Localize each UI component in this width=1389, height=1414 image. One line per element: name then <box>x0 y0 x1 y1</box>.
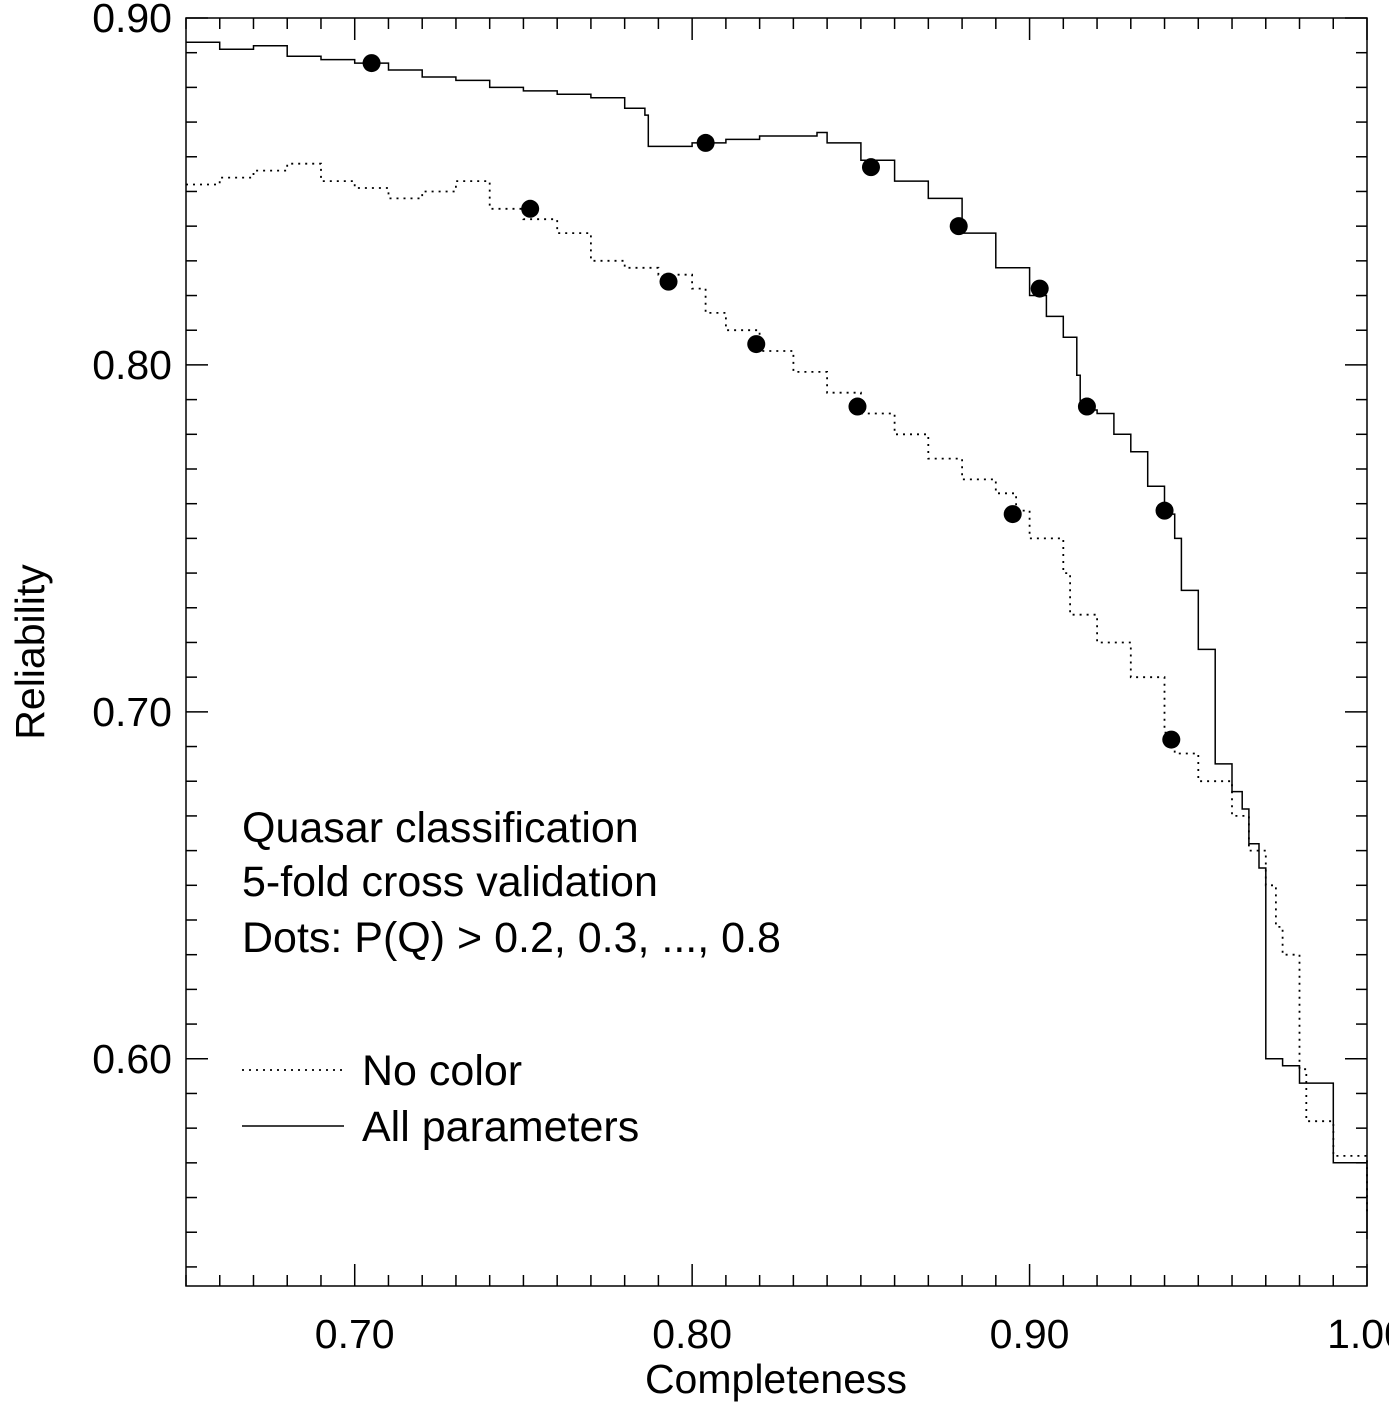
threshold-dot <box>1077 397 1096 416</box>
threshold-dot <box>1162 730 1181 749</box>
x-tick-label: 0.80 <box>652 1311 732 1357</box>
y-tick-label: 0.90 <box>92 0 172 41</box>
annotation-block: Quasar classification 5-fold cross valid… <box>242 804 781 962</box>
threshold-dot <box>861 158 880 177</box>
y-tick-label: 0.70 <box>92 689 172 735</box>
series-lines <box>186 41 1368 1240</box>
threshold-dot <box>659 272 678 291</box>
threshold-dot <box>696 133 715 152</box>
threshold-dot <box>949 217 968 236</box>
plot-frame <box>185 17 1368 1287</box>
threshold-dot <box>747 335 766 354</box>
annotation-line-1: Quasar classification <box>242 804 639 852</box>
legend-label-all-parameters: All parameters <box>362 1103 639 1151</box>
threshold-dot <box>521 199 540 218</box>
series-line-no-color <box>186 162 1368 1215</box>
y-tick-label: 0.80 <box>92 342 172 388</box>
threshold-dots <box>362 54 1181 749</box>
threshold-dot <box>1030 279 1049 298</box>
annotation-line-3: Dots: P(Q) > 0.2, 0.3, ..., 0.8 <box>242 914 781 962</box>
x-axis-label: Completeness <box>645 1356 907 1402</box>
y-axis-label: Reliability <box>7 564 53 740</box>
series-line-all-parameters <box>186 41 1368 1240</box>
threshold-dot <box>362 54 381 73</box>
tick-marks <box>185 17 1368 1286</box>
legend: No color All parameters <box>242 1047 639 1151</box>
y-tick-label: 0.60 <box>92 1036 172 1082</box>
x-tick-label: 0.90 <box>990 1311 1070 1357</box>
x-tick-labels: 0.70 0.80 0.90 1.00 <box>315 1311 1389 1357</box>
threshold-dot <box>848 397 867 416</box>
threshold-dot <box>1155 501 1174 520</box>
x-tick-label: 0.70 <box>315 1311 395 1357</box>
threshold-dot <box>1003 505 1022 524</box>
x-tick-label: 1.00 <box>1327 1311 1389 1357</box>
legend-label-no-color: No color <box>362 1047 522 1095</box>
y-tick-labels: 0.60 0.70 0.80 0.90 <box>92 0 172 1082</box>
annotation-line-2: 5-fold cross validation <box>242 858 658 906</box>
